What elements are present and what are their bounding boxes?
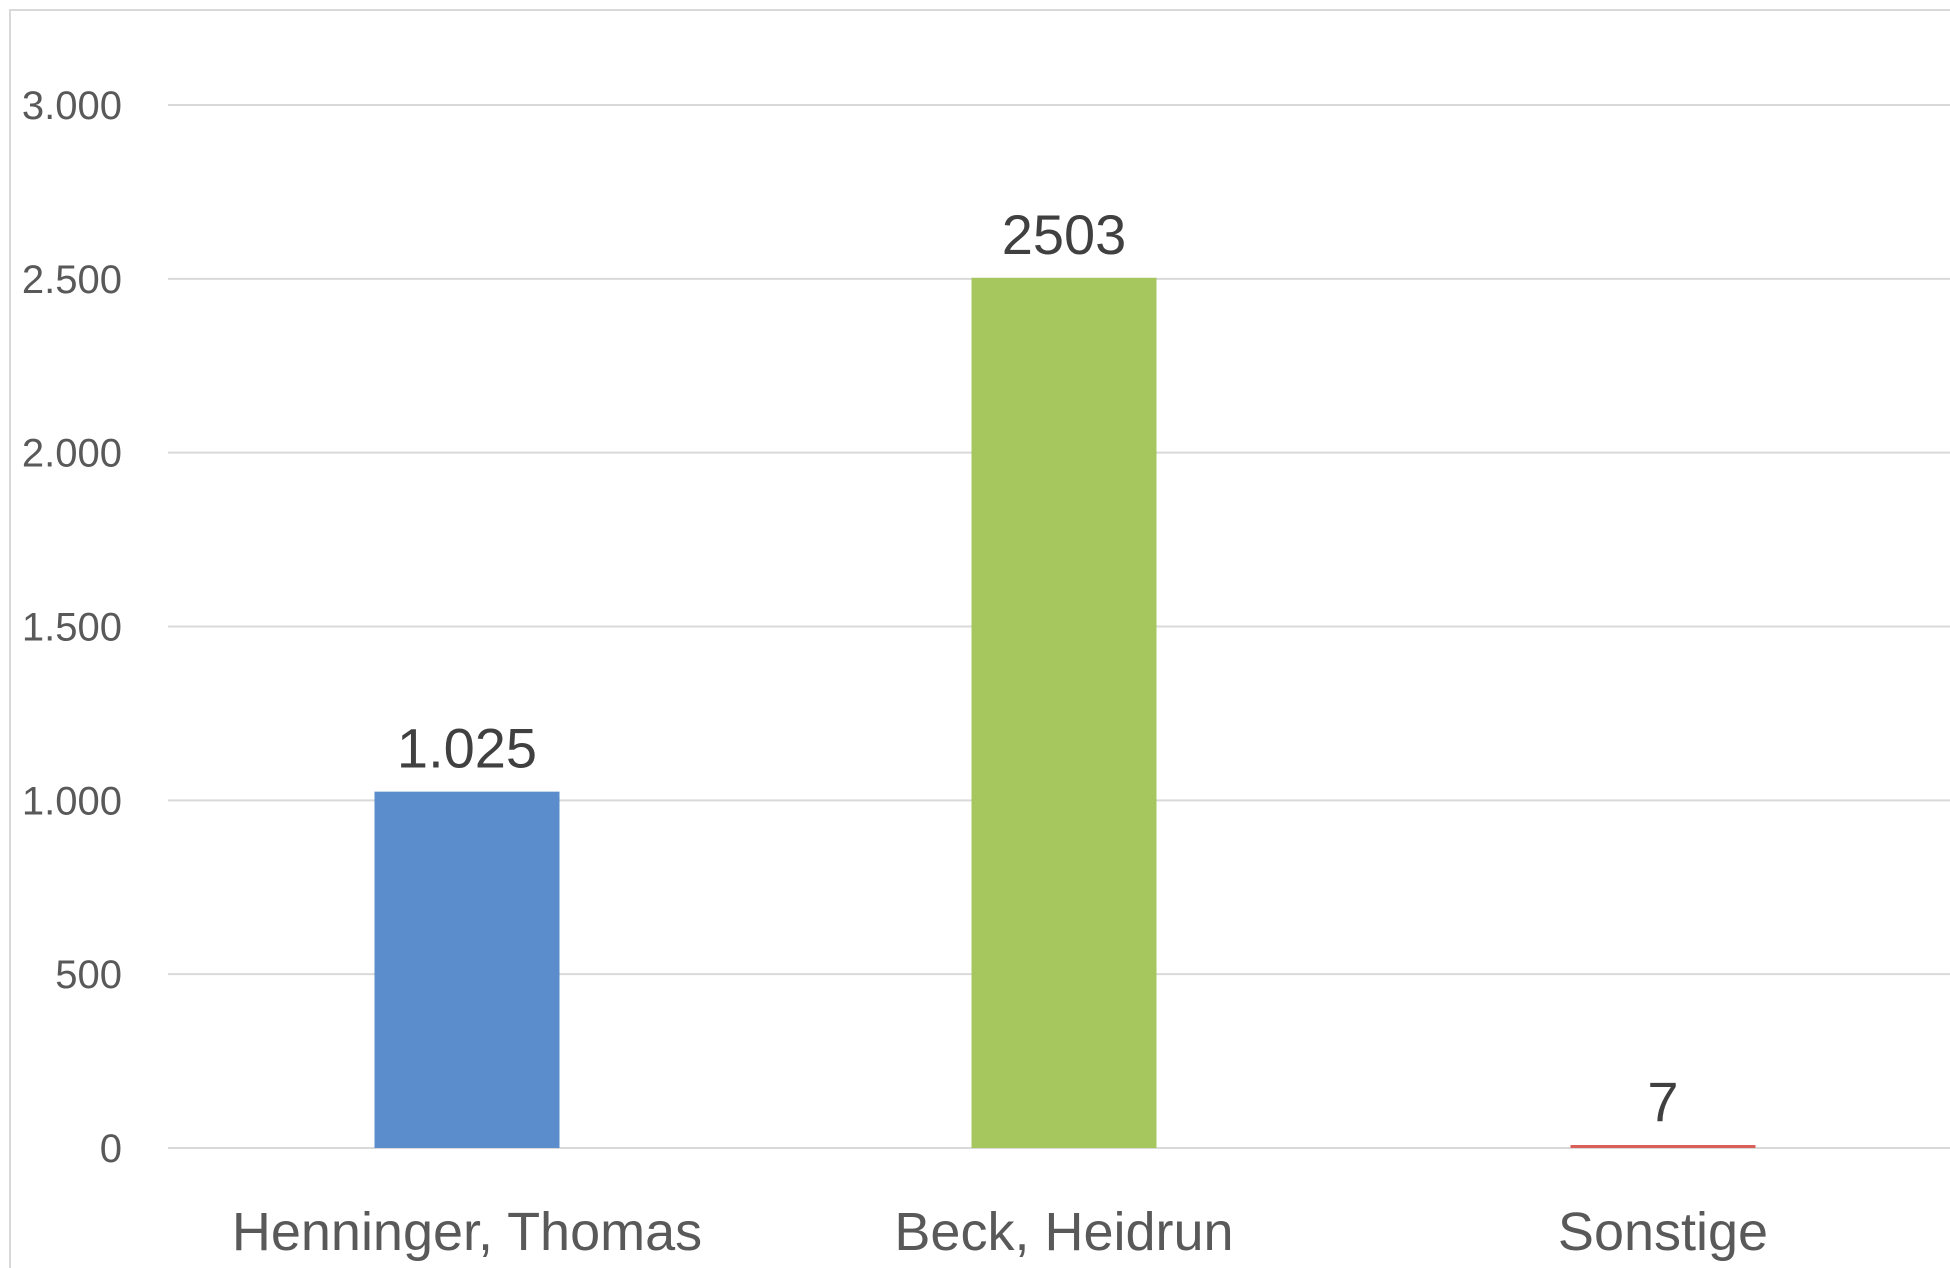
bars [374, 277, 1756, 1148]
data-label: 2503 [1002, 203, 1127, 266]
bar [1570, 1145, 1756, 1148]
y-tick-label: 500 [55, 953, 122, 997]
data-label: 7 [1647, 1070, 1678, 1133]
y-tick-label: 1.000 [22, 779, 122, 823]
y-tick-label: 1.500 [22, 606, 122, 650]
category-label: Beck, Heidrun [894, 1202, 1233, 1262]
data-labels: 1.025 2503 7 [397, 203, 1679, 1133]
data-label: 1.025 [397, 717, 537, 780]
y-tick-label: 2.000 [22, 432, 122, 476]
category-label: Sonstige [1558, 1202, 1768, 1262]
chart-frame [9, 9, 1950, 1268]
y-tick-label: 2.500 [22, 258, 122, 302]
bar [971, 277, 1157, 1148]
bar [374, 791, 560, 1148]
y-tick-label: 3.000 [22, 84, 122, 128]
category-label: Henninger, Thomas [232, 1202, 702, 1262]
y-axis-tick-labels: 0 500 1.000 1.500 2.000 2.500 3.000 [22, 84, 122, 1171]
x-axis-category-labels: Henninger, Thomas Beck, Heidrun Sonstige [232, 1202, 1768, 1262]
y-tick-label: 0 [100, 1127, 122, 1171]
